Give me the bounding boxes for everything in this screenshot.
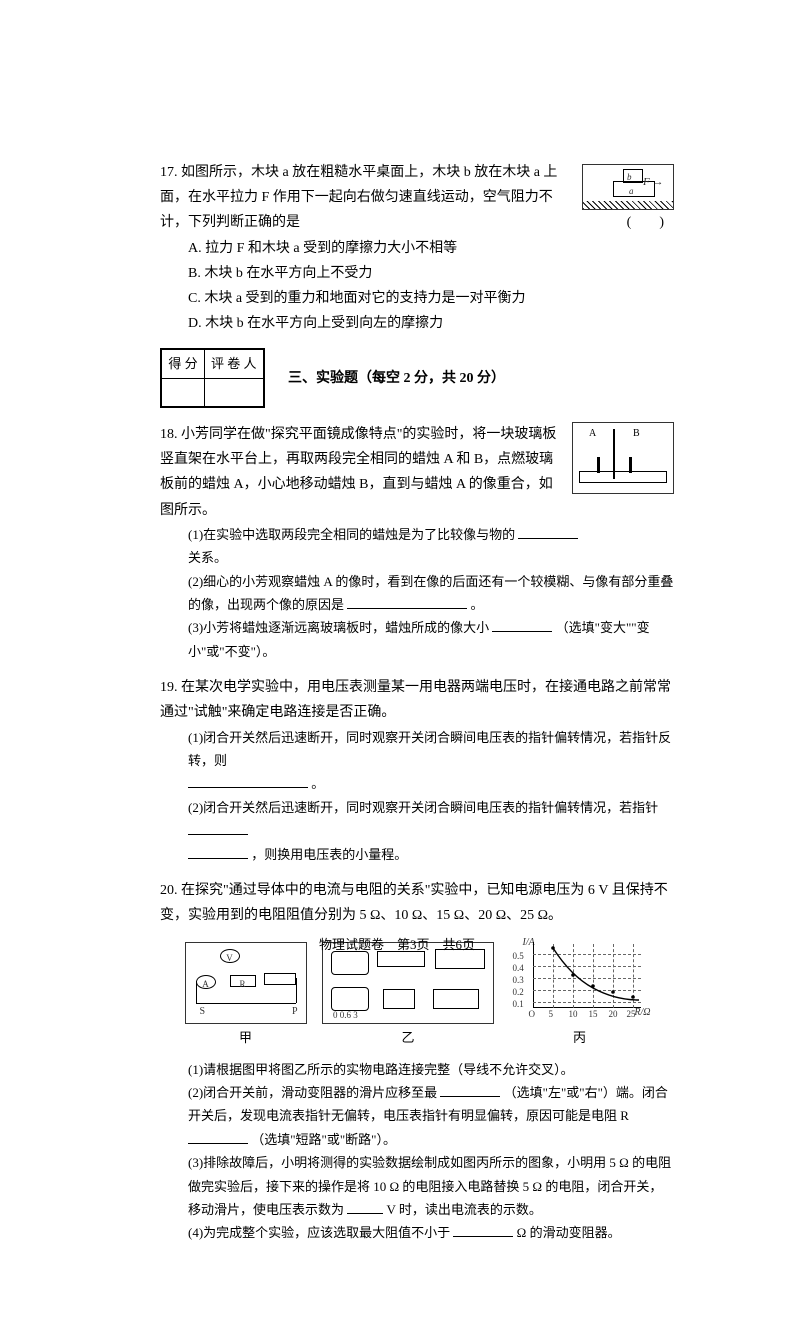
resistor-real <box>383 989 415 1009</box>
q20-blank2b <box>188 1129 248 1144</box>
q17-stem: 如图所示，木块 a 放在粗糙水平桌面上，木块 b 放在木块 a 上面，在水平拉力… <box>160 165 557 230</box>
q18-p1b: 关系。 <box>188 550 227 565</box>
q17-options: A. 拉力 F 和木块 a 受到的摩擦力大小不相等 B. 木块 b 在水平方向上… <box>160 236 674 337</box>
rheostat <box>264 973 296 985</box>
rheostat-real <box>377 951 425 967</box>
q18-part2: (2)细心的小芳观察蜡烛 A 的像时，看到在像的后面还有一个较模糊、与像有部分重… <box>160 570 674 617</box>
q20-p2a: (2)闭合开关前，滑动变阻器的滑片应移至最 <box>188 1085 437 1100</box>
page-footer: 物理试题卷 第3页 共6页 <box>0 934 794 953</box>
origin: O <box>529 1006 536 1022</box>
switch-label: S <box>200 1003 206 1021</box>
q17-paren: ( ) <box>627 210 664 235</box>
score-blank-1 <box>162 378 205 406</box>
q20-part1: (1)请根据图甲将图乙所示的实物电路连接完整（导线不允许交叉）。 <box>160 1058 674 1081</box>
q18-blank2 <box>347 594 467 609</box>
q19-number: 19. <box>160 680 178 695</box>
q19-p1a: (1)闭合开关然后迅速断开，同时观察开关闭合瞬间电压表的指针偏转情况，若指针反转… <box>188 730 671 768</box>
q18-number: 18. <box>160 427 178 442</box>
q20-p4b: Ω 的滑动变阻器。 <box>517 1225 621 1240</box>
score-col-grader: 评 卷 人 <box>205 350 264 378</box>
question-20: 20. 在探究"通过导体中的电流与电阻的关系"实验中，已知电源电压为 6 V 且… <box>160 878 674 1245</box>
figure-bing-label: 丙 <box>504 1026 656 1049</box>
ammeter: A <box>196 975 216 989</box>
q19-blank1 <box>188 773 308 788</box>
q20-p1: (1)请根据图甲将图乙所示的实物电路连接完整（导线不允许交叉）。 <box>188 1062 574 1077</box>
q19-stem: 在某次电学实验中，用电压表测量某一用电器两端电压时，在接通电路之前常常通过"试触… <box>160 680 671 720</box>
question-17: b a F → 17. 如图所示，木块 a 放在粗糙水平桌面上，木块 b 放在木… <box>160 160 674 336</box>
q18-p2b: 。 <box>471 597 484 612</box>
q19-blank2b <box>188 844 248 859</box>
q18-stem: 小芳同学在做"探究平面镜成像特点"的实验时，将一块玻璃板竖直架在水平台上，再取两… <box>160 427 556 518</box>
score-col-score: 得 分 <box>162 350 205 378</box>
q20-number: 20. <box>160 883 178 898</box>
q20-part2: (2)闭合开关前，滑动变阻器的滑片应移至最 （选填"左"或"右"）端。闭合开关后… <box>160 1081 674 1151</box>
section-3-header: 得 分 评 卷 人 三、实验题（每空 2 分，共 20 分） <box>160 348 674 408</box>
scale-06: 0 0.6 3 <box>333 1007 358 1023</box>
q18-part3: (3)小芳将蜡烛逐渐远离玻璃板时，蜡烛所成的像大小 （选填"变大""变小"或"不… <box>160 616 674 663</box>
q17-number: 17. <box>160 165 178 180</box>
label-a: a <box>629 183 634 199</box>
q17-opt-b: B. 木块 b 在水平方向上不受力 <box>188 261 674 286</box>
figure-q17: b a F → <box>582 164 674 210</box>
xtick-2: 10 <box>569 1006 578 1022</box>
q19-p2a: (2)闭合开关然后迅速断开，同时观察开关闭合瞬间电压表的指针偏转情况，若指针 <box>188 800 658 815</box>
xtick-5: 25 <box>627 1006 636 1022</box>
question-19: 19. 在某次电学实验中，用电压表测量某一用电器两端电压时，在接通电路之前常常通… <box>160 675 674 866</box>
label-F: F → <box>643 173 663 193</box>
q18-part1: (1)在实验中选取两段完全相同的蜡烛是为了比较像与物的 关系。 <box>160 523 674 570</box>
xtick-3: 15 <box>589 1006 598 1022</box>
q20-blank4 <box>453 1222 513 1237</box>
q18-blank1 <box>518 524 578 539</box>
meter-1 <box>331 951 369 975</box>
q20-part3: (3)排除故障后，小明将测得的实验数据绘制成如图丙所示的图象，小明用 5 Ω 的… <box>160 1151 674 1221</box>
q20-p2c: （选填"短路"或"断路"）。 <box>251 1132 396 1147</box>
switch-real <box>433 989 479 1009</box>
ground-hatch <box>583 201 673 209</box>
q19-part2: (2)闭合开关然后迅速断开，同时观察开关闭合瞬间电压表的指针偏转情况，若指针 ，… <box>160 796 674 866</box>
xtick-4: 20 <box>609 1006 618 1022</box>
q18-blank3 <box>492 617 552 632</box>
table-surface <box>579 471 667 483</box>
figure-yi-label: 乙 <box>316 1026 500 1049</box>
q19-part1: (1)闭合开关然后迅速断开，同时观察开关闭合瞬间电压表的指针偏转情况，若指针反转… <box>160 726 674 796</box>
q19-p2b: ，则换用电压表的小量程。 <box>251 847 407 862</box>
q20-blank2a <box>440 1082 500 1097</box>
q20-blank3 <box>347 1199 383 1214</box>
q20-stem: 在探究"通过导体中的电流与电阻的关系"实验中，已知电源电压为 6 V 且保持不变… <box>160 883 668 923</box>
score-blank-2 <box>205 378 264 406</box>
q20-part4: (4)为完成整个实验，应该选取最大阻值不小于 Ω 的滑动变阻器。 <box>160 1221 674 1244</box>
q18-p1a: (1)在实验中选取两段完全相同的蜡烛是为了比较像与物的 <box>188 527 515 542</box>
xtick-1: 5 <box>549 1006 554 1022</box>
rheostat-label: P <box>292 1003 298 1021</box>
q19-p1b: 。 <box>311 776 324 791</box>
q17-opt-a: A. 拉力 F 和木块 a 受到的摩擦力大小不相等 <box>188 236 674 261</box>
q17-opt-d: D. 木块 b 在水平方向上受到向左的摩擦力 <box>188 311 674 336</box>
score-box: 得 分 评 卷 人 <box>160 348 265 408</box>
question-18: A B 18. 小芳同学在做"探究平面镜成像特点"的实验时，将一块玻璃板竖直架在… <box>160 422 674 663</box>
q18-label-B: B <box>633 425 640 443</box>
q18-p3a: (3)小芳将蜡烛逐渐远离玻璃板时，蜡烛所成的像大小 <box>188 620 489 635</box>
q19-blank2a <box>188 820 248 835</box>
figure-yi: 0 0.6 3 <box>322 942 494 1024</box>
q20-p3b: V 时，读出电流表的示数。 <box>387 1202 542 1217</box>
q17-opt-c: C. 木块 a 受到的重力和地面对它的支持力是一对平衡力 <box>188 286 674 311</box>
q20-p4a: (4)为完成整个实验，应该选取最大阻值不小于 <box>188 1225 450 1240</box>
figure-q18: A B <box>572 422 674 494</box>
resistor-R: R <box>230 975 256 987</box>
figure-jia-label: 甲 <box>179 1026 313 1049</box>
section-3-title: 三、实验题（每空 2 分，共 20 分） <box>288 366 505 391</box>
figure-jia: V A R S P <box>185 942 307 1024</box>
q18-label-A: A <box>589 425 596 443</box>
